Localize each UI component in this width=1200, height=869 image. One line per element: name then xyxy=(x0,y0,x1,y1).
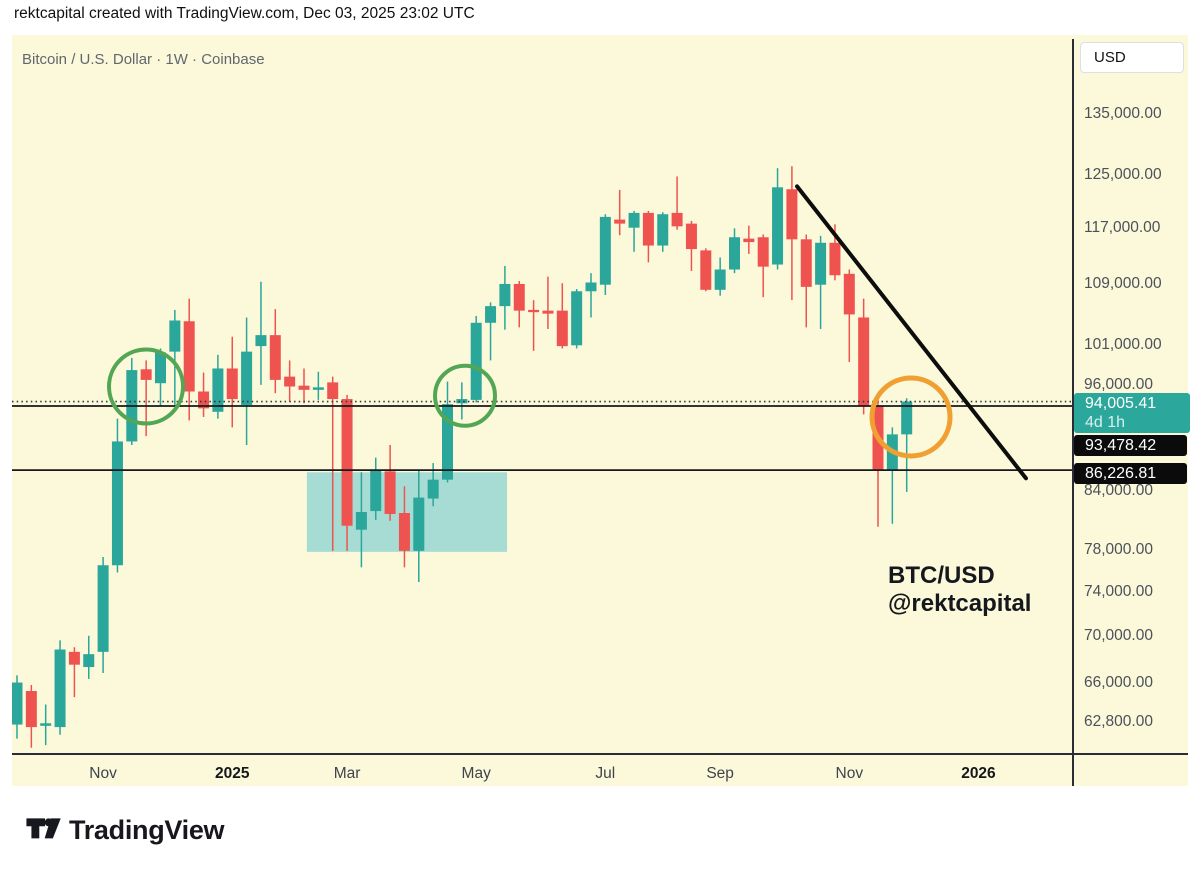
orange-circle-annotation[interactable] xyxy=(869,375,953,459)
price-tick-label: 135,000.00 xyxy=(1084,105,1162,122)
price-level-badge-lower: 86,226.81 xyxy=(1074,463,1187,484)
chart-region: Bitcoin / U.S. Dollar · 1W · Coinbase BT… xyxy=(12,35,1190,786)
current-price-value: 94,005.41 xyxy=(1085,395,1157,412)
green-circle-annotation-1[interactable] xyxy=(107,347,186,426)
watermark-handle: @rektcapital xyxy=(888,590,1032,617)
tradingview-logo-icon xyxy=(26,818,61,839)
watermark-symbol: BTC/USD xyxy=(888,562,995,589)
price-tick-label: 101,000.00 xyxy=(1084,335,1162,353)
price-tick-label: 70,000.00 xyxy=(1084,626,1153,644)
current-price-badge: 94,005.41 4d 1h xyxy=(1074,393,1190,433)
time-tick-label: May xyxy=(461,765,491,782)
time-tick-label: 2026 xyxy=(961,765,996,782)
bar-countdown: 4d 1h xyxy=(1085,414,1126,431)
candles-series[interactable] xyxy=(12,166,913,748)
watermark: BTC/USD @rektcapital xyxy=(888,562,1031,618)
price-tick-label: 78,000.00 xyxy=(1084,540,1153,558)
time-tick-label: Mar xyxy=(333,765,361,782)
time-tick-label: Nov xyxy=(835,765,864,782)
credit-bar: rektcapital created with TradingView.com… xyxy=(14,5,475,22)
price-tick-label: 62,800.00 xyxy=(1084,713,1153,731)
price-tick-label: 66,000.00 xyxy=(1084,673,1153,691)
price-tick-label: 117,000.00 xyxy=(1084,218,1161,236)
price-level-badge-upper: 93,478.42 xyxy=(1074,435,1187,456)
time-axis-border xyxy=(12,753,1188,755)
price-tick-label: 125,000.00 xyxy=(1084,166,1162,184)
symbol-title: Bitcoin / U.S. Dollar · 1W · Coinbase xyxy=(22,51,265,68)
time-tick-label: Nov xyxy=(89,765,117,782)
time-tick-label: 2025 xyxy=(215,765,250,782)
tradingview-logo-text: TradingView xyxy=(69,815,225,845)
downtrend-line[interactable] xyxy=(795,184,1028,481)
green-circle-annotation-2[interactable] xyxy=(433,363,498,428)
time-tick-label: Sep xyxy=(706,765,734,782)
price-tick-label: 84,000.00 xyxy=(1084,481,1153,499)
chart-canvas[interactable] xyxy=(12,35,1073,753)
price-tick-label: 74,000.00 xyxy=(1084,582,1153,600)
time-tick-label: Jul xyxy=(595,765,616,782)
price-tick-label: 109,000.00 xyxy=(1084,274,1162,292)
price-tick-label: 96,000.00 xyxy=(1084,375,1153,393)
price-axis-border xyxy=(1072,39,1074,786)
currency-usd-button[interactable]: USD xyxy=(1080,42,1184,73)
